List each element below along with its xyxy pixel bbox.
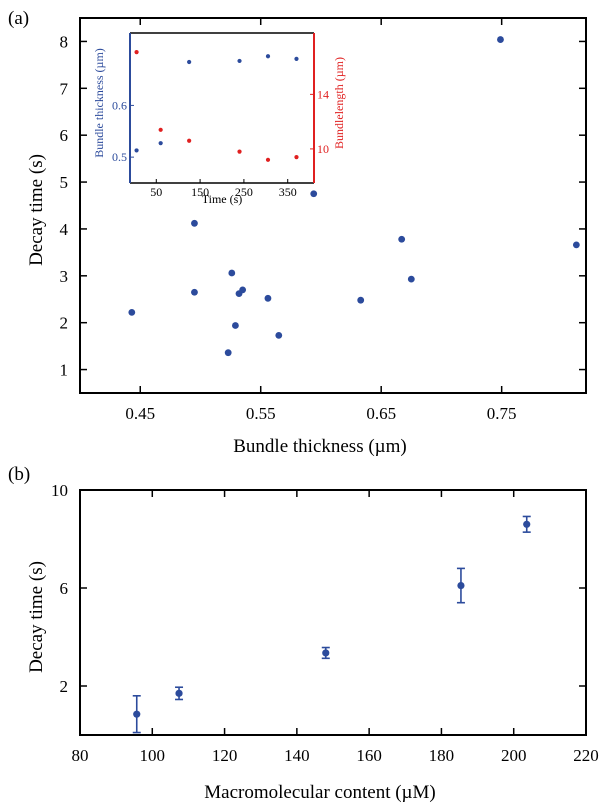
panel-a-ytick-label: 5 xyxy=(60,173,69,192)
inset-thickness-point xyxy=(187,59,192,65)
panel-b-label: (b) xyxy=(8,464,30,485)
inset-xtick-label: 150 xyxy=(191,185,209,199)
inset-ylabel-left: Bundle thickness (µm) xyxy=(92,48,106,158)
panel-b-data-point xyxy=(322,649,330,657)
panel-a-ylabel: Decay time (s) xyxy=(26,154,47,266)
panel-a-data-point xyxy=(128,308,136,316)
panel-a-data-point xyxy=(239,286,247,294)
inset-thickness-point xyxy=(265,54,271,59)
inset-ytick-left-label: 0.5 xyxy=(112,150,127,164)
panel-a-data-point xyxy=(398,235,406,243)
inset-thickness-point xyxy=(134,148,139,153)
panel-a-ytick-label: 2 xyxy=(60,314,69,333)
panel-a-data-point xyxy=(264,294,272,302)
panel-a-ytick-label: 8 xyxy=(60,32,69,51)
panel-a-ytick-label: 4 xyxy=(60,220,69,239)
panel-b-xtick-label: 140 xyxy=(284,746,310,765)
panel-a-data-point xyxy=(572,241,580,249)
panel-a-data-point xyxy=(224,349,232,357)
inset-xlabel: Time (s) xyxy=(202,192,243,206)
panel-b-data-point xyxy=(457,581,465,590)
panel-a-xtick-label: 0.65 xyxy=(366,404,396,423)
inset-ytick-right-label: 10 xyxy=(317,142,329,156)
panel-a-data-point xyxy=(357,296,365,304)
panel-a-ytick-label: 7 xyxy=(60,79,69,98)
inset-ylabel-right: Bundlelength (µm) xyxy=(332,57,346,149)
inset-xtick-label: 350 xyxy=(279,185,297,199)
inset-thickness-point xyxy=(158,141,163,146)
inset-ytick-left-label: 0.6 xyxy=(112,98,127,112)
inset-xtick-label: 50 xyxy=(150,185,162,199)
panel-a-data-point xyxy=(228,269,236,277)
panel-a-data-point xyxy=(232,322,239,329)
panel-a-data-point xyxy=(497,36,504,43)
panel-a-label: (a) xyxy=(8,8,29,29)
panel-a-data-point xyxy=(275,331,283,339)
panel-a-frame xyxy=(79,17,587,394)
panel-a-xtick-label: 0.55 xyxy=(246,404,276,423)
panel-a-xtick-label: 0.45 xyxy=(125,404,155,423)
panel-b-xtick-label: 120 xyxy=(212,746,238,765)
inset-background xyxy=(130,33,314,183)
panel-b-ytick-label: 2 xyxy=(60,677,69,696)
panel-a-plot: 0.45 0.55 0.65 0.75 1 2 3 4 5 6 7 8 xyxy=(60,17,587,423)
panel-b-data-point xyxy=(133,710,141,718)
panel-a-data-point xyxy=(191,288,198,296)
inset-length-point xyxy=(294,154,299,160)
inset-xtick-label: 250 xyxy=(235,185,253,199)
panel-b-data-point xyxy=(175,689,183,697)
panel-a-ytick-label: 6 xyxy=(60,126,69,145)
panel-b-xtick-label: 160 xyxy=(356,746,382,765)
panel-a-data-point xyxy=(407,275,415,283)
panel-b-plot: 80 100 120 140 160 180 200 220 2 6 10 xyxy=(51,481,599,765)
panel-b-xtick-label: 80 xyxy=(72,746,89,765)
panel-b-xtick-label: 180 xyxy=(429,746,455,765)
inset-length-point xyxy=(237,149,242,154)
inset-length-point xyxy=(158,127,163,132)
panel-b-data-point xyxy=(523,520,531,528)
panel-a-ytick-label: 3 xyxy=(60,267,69,286)
panel-a-data-point xyxy=(310,190,318,198)
panel-b-frame xyxy=(79,489,587,736)
inset-length-point xyxy=(265,157,271,162)
panel-b-xtick-label: 100 xyxy=(140,746,166,765)
inset-length-point xyxy=(134,49,139,55)
panel-a-ytick-label: 1 xyxy=(60,361,69,380)
panel-b-xtick-label: 220 xyxy=(573,746,599,765)
panel-a-xlabel: Bundle thickness (µm) xyxy=(233,436,406,457)
panel-b-ytick-label: 6 xyxy=(60,579,69,598)
inset-length-point xyxy=(187,138,192,143)
panel-b-xlabel: Macromolecular content (µM) xyxy=(204,782,435,803)
inset-ytick-right-label: 14 xyxy=(317,87,329,101)
panel-a-data-point xyxy=(191,219,198,227)
panel-b-ytick-label: 10 xyxy=(51,481,68,500)
panel-b-xtick-label: 200 xyxy=(501,746,527,765)
panel-a-xtick-label: 0.75 xyxy=(487,404,517,423)
inset-thickness-point xyxy=(294,56,299,61)
inset-plot: 50 150 250 350 0.5 0.6 10 14 xyxy=(112,32,329,199)
panel-b-ylabel: Decay time (s) xyxy=(26,561,47,673)
inset-thickness-point xyxy=(237,58,242,64)
